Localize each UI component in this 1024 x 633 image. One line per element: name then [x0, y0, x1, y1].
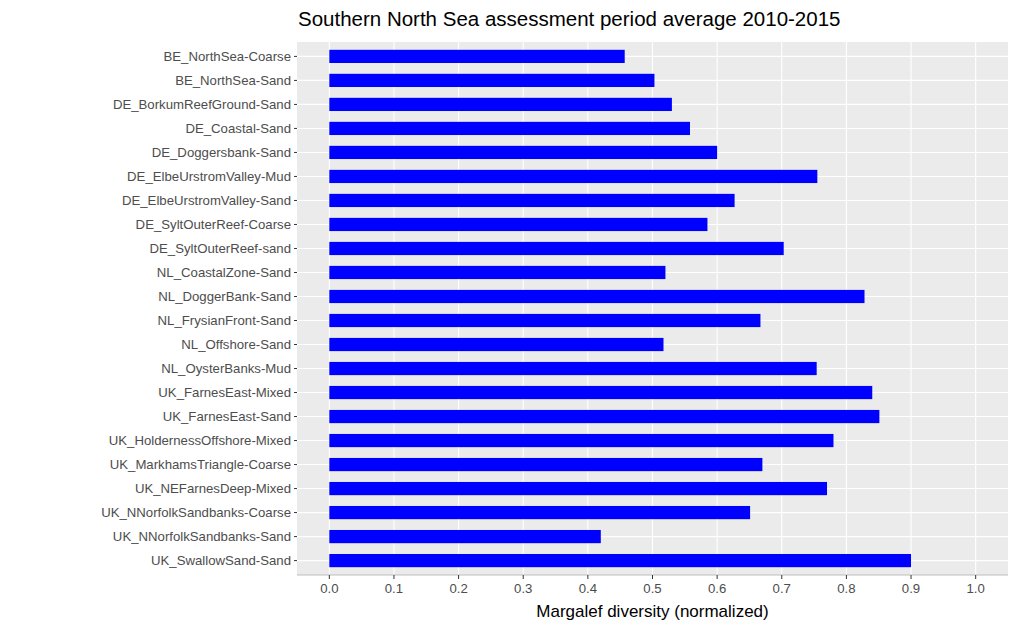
y-tick: [294, 248, 297, 249]
x-tick: [975, 575, 976, 579]
x-axis-title: Margalef diversity (normalized): [536, 602, 768, 621]
category-label: UK_FarnesEast-Mixed: [158, 385, 291, 400]
category-label: UK_NNorfolkSandbanks-Coarse: [101, 505, 291, 520]
bar: [329, 506, 750, 519]
grid-line: [975, 42, 976, 575]
y-tick: [294, 512, 297, 513]
bar: [329, 434, 833, 447]
category-label: DE_SyltOuterReef-sand: [150, 241, 291, 256]
y-tick: [294, 536, 297, 537]
bar: [329, 50, 624, 63]
bar: [329, 554, 911, 567]
bar: [329, 482, 827, 495]
y-tick: [294, 440, 297, 441]
bar: [329, 290, 864, 303]
bar: [329, 122, 690, 135]
bar: [329, 146, 717, 159]
grid-line: [910, 42, 911, 575]
category-label: DE_Doggersbank-Sand: [152, 145, 291, 160]
x-tick: [911, 575, 912, 579]
y-tick: [294, 296, 297, 297]
y-tick: [294, 488, 297, 489]
y-tick: [294, 80, 297, 81]
x-tick: [846, 575, 847, 579]
category-label: UK_HoldernessOffshore-Mixed: [109, 433, 291, 448]
y-tick: [294, 344, 297, 345]
bar: [329, 194, 734, 207]
category-label: DE_Coastal-Sand: [185, 121, 291, 136]
x-tick: [717, 575, 718, 579]
y-tick: [294, 128, 297, 129]
x-tick-label: 0.9: [902, 581, 920, 596]
x-tick-label: 1.0: [967, 581, 985, 596]
category-label: DE_ElbeUrstromValley-Sand: [122, 193, 291, 208]
bars: [329, 50, 911, 567]
bar: [329, 410, 879, 423]
chart: BE_NorthSea-Coarse BE_NorthSea-Sand DE_Bor…: [0, 0, 1024, 633]
x-tick: [393, 575, 394, 579]
bar: [329, 170, 817, 183]
category-label: DE_BorkumReefGround-Sand: [113, 97, 291, 112]
bar: [329, 362, 816, 375]
x-tick-label: 0.0: [320, 581, 338, 596]
bar: [329, 530, 600, 543]
y-tick: [294, 272, 297, 273]
x-tick-label: 0.5: [643, 581, 661, 596]
x-tick: [523, 575, 524, 579]
y-tick: [294, 464, 297, 465]
category-label: DE_SyltOuterReef-Coarse: [136, 217, 291, 232]
x-tick: [652, 575, 653, 579]
bar: [329, 314, 760, 327]
y-tick: [294, 56, 297, 57]
bar: [329, 458, 762, 471]
category-label: DE_ElbeUrstromValley-Mud: [127, 169, 291, 184]
bar: [329, 266, 665, 279]
x-tick-label: 0.2: [449, 581, 467, 596]
x-tick: [587, 575, 588, 579]
y-tick: [294, 320, 297, 321]
y-tick: [294, 368, 297, 369]
bar: [329, 218, 707, 231]
grid-line: [846, 42, 847, 575]
category-label: UK_NEFarnesDeep-Mixed: [135, 481, 291, 496]
category-label: BE_NorthSea-Coarse: [163, 49, 291, 64]
y-tick: [294, 200, 297, 201]
y-tick: [294, 416, 297, 417]
y-tick: [294, 392, 297, 393]
bar: [329, 338, 663, 351]
bar: [329, 242, 783, 255]
chart-title: Southern North Sea assessment period ave…: [298, 7, 840, 30]
x-tick: [329, 575, 330, 579]
category-label: NL_CoastalZone-Sand: [157, 265, 291, 280]
category-label: NL_FrysianFront-Sand: [158, 313, 291, 328]
category-label: NL_Offshore-Sand: [181, 337, 291, 352]
category-label: UK_FarnesEast-Sand: [163, 409, 291, 424]
category-label: UK_NNorfolkSandbanks-Sand: [113, 529, 291, 544]
x-tick-label: 0.3: [514, 581, 532, 596]
y-tick: [294, 560, 297, 561]
y-tick: [294, 152, 297, 153]
plot-panel: [297, 42, 1008, 575]
x-tick-label: 0.8: [837, 581, 855, 596]
category-label: NL_OysterBanks-Mud: [161, 361, 291, 376]
y-tick: [294, 176, 297, 177]
category-label: BE_NorthSea-Sand: [175, 73, 291, 88]
bar: [329, 98, 672, 111]
x-tick: [458, 575, 459, 579]
x-tick-label: 0.4: [579, 581, 597, 596]
y-tick: [294, 104, 297, 105]
x-tick-label: 0.1: [385, 581, 403, 596]
bar: [329, 386, 872, 399]
bar: [329, 74, 654, 87]
x-tick-label: 0.6: [708, 581, 726, 596]
y-tick: [294, 224, 297, 225]
x-tick-label: 0.7: [773, 581, 791, 596]
category-label: UK_SwallowSand-Sand: [151, 553, 291, 568]
x-tick: [781, 575, 782, 579]
category-label: UK_MarkhamsTriangle-Coarse: [110, 457, 291, 472]
category-label: NL_DoggerBank-Sand: [158, 289, 291, 304]
